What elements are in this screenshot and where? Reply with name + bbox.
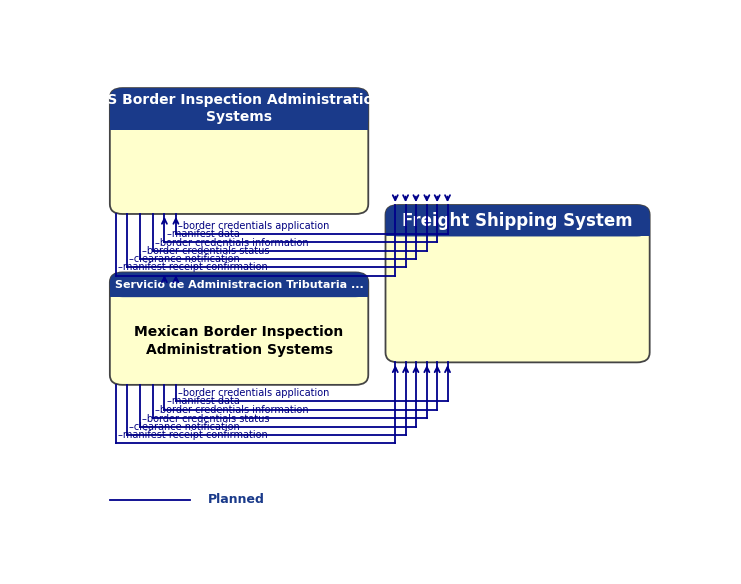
Bar bbox=[385, 219, 650, 237]
Text: –manifest data: –manifest data bbox=[167, 397, 239, 406]
Text: –border credentials information: –border credentials information bbox=[155, 405, 309, 415]
Text: US Border Inspection Administration
Systems: US Border Inspection Administration Syst… bbox=[96, 93, 382, 124]
Text: –border credentials application: –border credentials application bbox=[178, 388, 330, 398]
Text: –border credentials status: –border credentials status bbox=[142, 413, 270, 423]
Text: –border credentials application: –border credentials application bbox=[178, 221, 330, 231]
Text: –border credentials status: –border credentials status bbox=[142, 246, 270, 256]
FancyBboxPatch shape bbox=[110, 273, 368, 297]
Text: –clearance notification: –clearance notification bbox=[130, 422, 240, 432]
Text: Mexican Border Inspection
Administration Systems: Mexican Border Inspection Administration… bbox=[134, 325, 344, 357]
Text: –clearance notification: –clearance notification bbox=[130, 255, 240, 265]
FancyBboxPatch shape bbox=[385, 205, 650, 237]
Text: –manifest receipt confirmation: –manifest receipt confirmation bbox=[118, 262, 268, 273]
Text: –manifest data: –manifest data bbox=[167, 229, 239, 239]
Text: –border credentials information: –border credentials information bbox=[155, 238, 309, 248]
Text: Planned: Planned bbox=[207, 493, 265, 506]
Text: Freight Shipping System: Freight Shipping System bbox=[402, 212, 633, 230]
Text: –manifest receipt confirmation: –manifest receipt confirmation bbox=[118, 430, 268, 440]
FancyBboxPatch shape bbox=[385, 205, 650, 362]
FancyBboxPatch shape bbox=[110, 88, 368, 130]
Bar bbox=[110, 284, 368, 297]
Bar bbox=[110, 107, 368, 130]
FancyBboxPatch shape bbox=[110, 273, 368, 385]
FancyBboxPatch shape bbox=[110, 88, 368, 214]
Text: Servicio de Administracion Tributaria ...: Servicio de Administracion Tributaria ..… bbox=[115, 280, 363, 290]
